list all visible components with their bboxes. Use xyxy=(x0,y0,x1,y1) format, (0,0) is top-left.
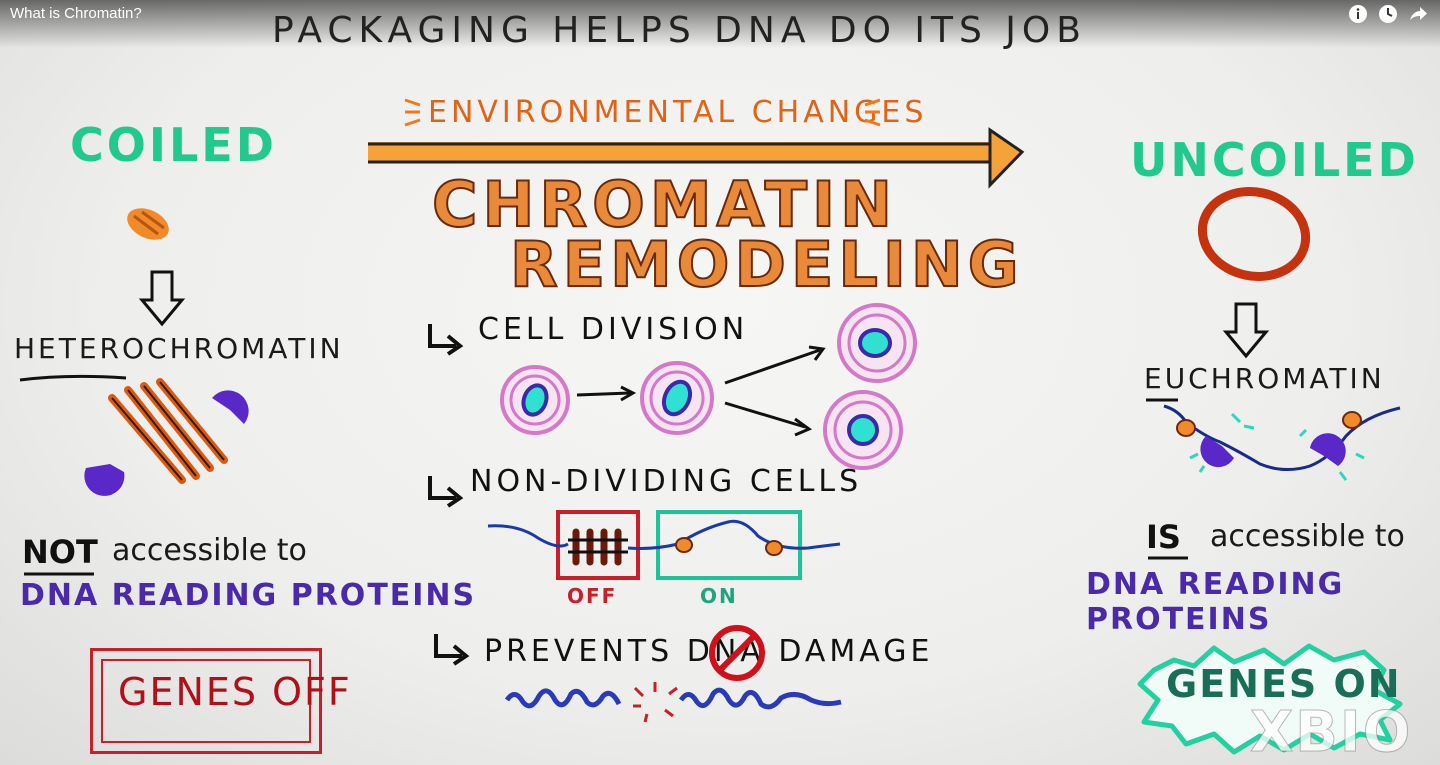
not-word: NOT xyxy=(22,533,98,571)
genes-off-text: GENES OFF xyxy=(118,670,352,714)
off-label: OFF xyxy=(567,584,618,608)
not-underline xyxy=(24,572,94,576)
bullet-arrow-icon-2 xyxy=(428,476,464,508)
euchromatin-drawing xyxy=(1163,404,1401,481)
dividing-cell xyxy=(640,361,714,435)
watch-later-icon[interactable] xyxy=(1378,4,1398,24)
heterochromatin-underline xyxy=(19,374,127,382)
cell-division-label: CELL DIVISION xyxy=(478,312,749,347)
slide-heading: PACKAGING HELPS DNA DO ITS JOB xyxy=(272,10,1087,51)
info-icon[interactable] xyxy=(1348,4,1368,24)
remodeling-title: REMODELING xyxy=(509,227,1024,302)
non-dividing-cells-label: NON-DIVIDING CELLS xyxy=(470,464,863,499)
heterochromatin-label: HETEROCHROMATIN xyxy=(14,332,344,365)
cell-division-diagram xyxy=(500,303,917,470)
down-arrow-icon xyxy=(138,270,186,327)
is-word: IS xyxy=(1146,518,1181,556)
prevents-dna-damage-label: PREVENTS DNA DAMAGE xyxy=(484,634,934,669)
bullet-arrow-icon-3 xyxy=(434,634,470,666)
chromatin-title: CHROMATIN xyxy=(431,167,897,242)
uncoiled-label: UNCOILED xyxy=(1130,133,1419,187)
daughter-cell-bottom xyxy=(823,390,903,470)
no-symbol-icon xyxy=(709,625,765,681)
xbio-watermark-logo: XBIO xyxy=(1249,700,1413,765)
gene-switch-diagram xyxy=(487,510,841,580)
video-top-bar: What is Chromatin? xyxy=(0,0,1440,48)
down-arrow-icon-right xyxy=(1222,302,1270,359)
left-dna-proteins-text: DNA READING PROTEINS xyxy=(20,578,477,613)
uncoiled-chromatin-icon xyxy=(1197,187,1311,281)
dna-damage-drawing xyxy=(504,682,842,723)
bullet-arrow-icon xyxy=(428,324,464,356)
on-label: ON xyxy=(700,584,738,608)
right-accessibility-text: accessible to xyxy=(1210,519,1405,554)
left-accessibility-text: accessible to xyxy=(112,533,307,568)
genes-off-box xyxy=(90,648,322,754)
daughter-cell-top xyxy=(837,303,917,383)
parent-cell xyxy=(500,365,570,435)
environmental-arrow xyxy=(368,98,1025,189)
coiled-label: COILED xyxy=(70,118,277,172)
heterochromatin-drawing xyxy=(84,378,249,496)
is-underline xyxy=(1148,556,1188,560)
video-title[interactable]: What is Chromatin? xyxy=(10,5,142,22)
euchromatin-label: EUCHROMATIN xyxy=(1144,362,1385,395)
right-dna-proteins-text: DNA READING PROTEINS xyxy=(1086,567,1345,637)
genes-on-text: GENES ON xyxy=(1166,662,1402,706)
euchromatin-underline xyxy=(1146,398,1178,402)
share-icon[interactable] xyxy=(1408,4,1428,24)
coiled-chromatin-icon xyxy=(127,208,169,240)
genes-on-starburst xyxy=(1137,643,1403,755)
environmental-changes-label: ENVIRONMENTAL CHANGES xyxy=(428,95,928,130)
